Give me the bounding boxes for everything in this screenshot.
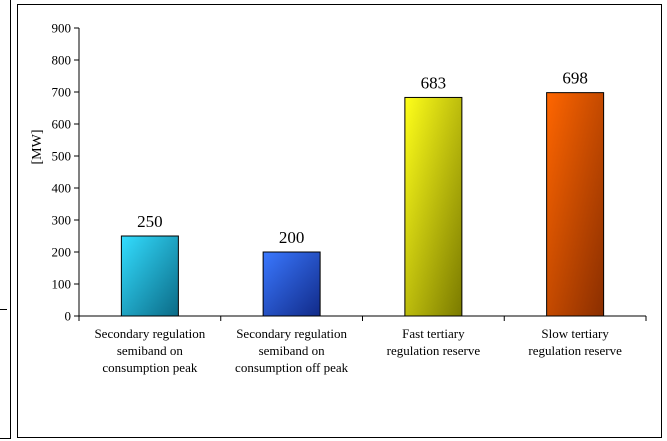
x-category-label: consumption peak	[102, 360, 197, 375]
y-tick-label: 0	[65, 309, 72, 324]
left-panel-tick	[0, 309, 7, 310]
x-category-label: semiband on	[117, 343, 184, 358]
x-category-label: regulation reserve	[387, 343, 481, 358]
bar	[120, 235, 179, 317]
x-category-label: regulation reserve	[528, 343, 622, 358]
y-tick-label: 500	[52, 149, 72, 164]
data-label: 250	[137, 212, 163, 231]
data-label: 200	[279, 228, 305, 247]
bar	[546, 92, 605, 317]
bar	[404, 96, 463, 317]
left-panel-edge	[0, 0, 11, 439]
y-tick-label: 100	[52, 277, 72, 292]
y-tick-label: 200	[52, 245, 72, 260]
x-category-label: Secondary regulation	[236, 326, 347, 341]
y-tick-label: 300	[52, 213, 72, 228]
y-tick-label: 900	[52, 21, 72, 36]
y-tick-label: 600	[52, 117, 72, 132]
data-label: 698	[562, 69, 588, 88]
y-tick-label: 400	[52, 181, 72, 196]
data-label: 683	[421, 73, 447, 92]
x-category-label: consumption off peak	[235, 360, 349, 375]
y-axis-title: [MW]	[30, 130, 45, 165]
y-tick-label: 700	[52, 85, 72, 100]
x-category-label: Slow tertiary	[541, 326, 609, 341]
x-category-label: semiband on	[259, 343, 326, 358]
x-category-label: Fast tertiary	[402, 326, 465, 341]
y-tick-label: 800	[52, 53, 72, 68]
bar	[262, 251, 321, 317]
x-category-label: Secondary regulation	[94, 326, 205, 341]
